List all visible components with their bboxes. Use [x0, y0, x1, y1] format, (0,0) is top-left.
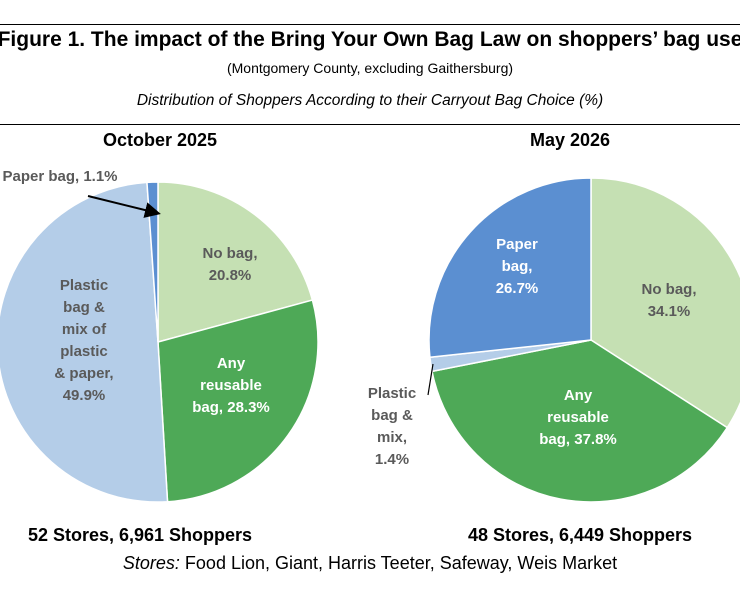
pie1-slice-label-3: Paper bag, 1.1% — [2, 168, 117, 185]
pie2-slice-label-2: Plastic bag & mix, 1.4% — [368, 385, 416, 468]
pie2-slice-1 — [431, 339, 729, 503]
stores-line: Stores: Food Lion, Giant, Harris Teeter,… — [0, 553, 740, 574]
pie1-slice-2 — [0, 181, 169, 503]
pie-left-summary: 52 Stores, 6,961 Shoppers — [27, 525, 253, 545]
figure-subtitle: (Montgomery County, excluding Gaithersbu… — [226, 60, 514, 76]
pie1-slice-1 — [157, 299, 319, 503]
stores-label: Stores: — [122, 553, 180, 573]
pie2-slice-0 — [590, 177, 740, 429]
pie-right-summary: 48 Stores, 6,449 Shoppers — [467, 525, 693, 545]
figure-caption: Distribution of Shoppers According to th… — [136, 92, 604, 109]
top-rule — [0, 24, 740, 25]
pie2-slice-3 — [428, 177, 592, 359]
pie1-slice-0 — [157, 181, 314, 343]
pie1-slice-label-2: Plastic bag & mix of plastic & paper, 49.9% — [54, 277, 113, 404]
pie2-slice-label-0: No bag, 34.1% — [642, 281, 697, 320]
pie-right-title: May 2026 — [529, 130, 611, 150]
stores-list: Food Lion, Giant, Harris Teeter, Safeway… — [184, 553, 618, 573]
pie2-slice-label-3: Paper bag, 26.7% — [496, 236, 539, 297]
pie1-slice-label-0: No bag, 20.8% — [203, 245, 258, 284]
plastic-callout-line — [427, 363, 434, 396]
figure-title: Figure 1. The impact of the Bring Your O… — [0, 28, 740, 51]
pie1-slice-3 — [146, 181, 159, 343]
pie-left-title: October 2025 — [102, 130, 218, 150]
paper-bag-callout-arrow — [87, 195, 161, 218]
pie2-slice-label-1: Any reusable bag, 37.8% — [539, 387, 617, 448]
pie1-slice-label-1: Any reusable bag, 28.3% — [192, 355, 270, 416]
header-rule — [0, 124, 740, 125]
